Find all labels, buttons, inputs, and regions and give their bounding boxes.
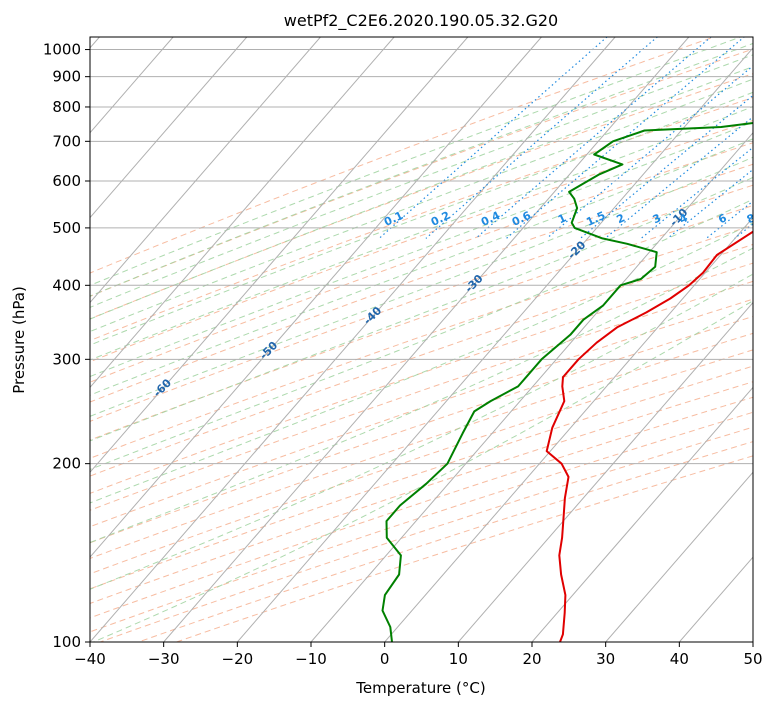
x-tick-label: 50 [743,650,762,668]
isotherm [310,132,753,642]
y-tick-label: 800 [52,98,81,116]
x-axis-ticks: −40 −30 −20 −10 0 10 20 30 40 50 [74,642,763,668]
y-axis-label: Pressure (hPa) [10,286,28,394]
mixing-ratio-label: 10 [764,210,775,228]
x-tick-label: 30 [596,650,615,668]
pressure-gridlines [90,49,753,642]
y-tick-label: 1000 [43,41,81,59]
x-tick-label: 40 [670,650,689,668]
isotherms [90,37,753,642]
isotherm-label: -70 [41,418,64,441]
isotherm [90,37,542,558]
moist-adiabat [90,176,753,442]
dry-adiabat [90,298,753,528]
mixing-ratio-line [757,25,775,238]
isotherm [457,301,753,642]
moist-adiabat [90,37,742,286]
moist-adiabat [90,273,753,590]
x-tick-label: 10 [449,650,468,668]
moist-adiabat [90,222,753,504]
isotherm [90,37,248,219]
x-axis-label: Temperature (°C) [355,679,485,697]
dewpoint-line [381,121,753,642]
isotherm [752,641,753,642]
mixing-ratio-line [580,94,753,239]
isotherm [236,47,753,642]
isotherm [90,37,321,304]
plot-frame [89,36,754,643]
mixing-ratio-lines [378,25,775,239]
mixing-ratio-line [475,37,712,239]
isotherm [163,37,690,642]
plot-area [90,37,753,642]
isotherm [605,471,753,642]
moist-adiabat [90,42,753,297]
dry-adiabat [90,381,753,604]
chart-title: wetPf2_C2E6.2020.190.05.32.G20 [284,11,558,31]
moist-adiabat [90,54,753,308]
dry-adiabat [90,73,753,320]
mixing-ratio-label: 8 [745,211,757,226]
dry-adiabat [90,224,753,459]
dry-adiabat [90,163,753,403]
plot-content: -100-90-80-70-60-50-40-30-20-10010203040… [41,25,775,642]
dry-adiabat [90,48,753,297]
y-tick-label: 100 [52,633,81,651]
mixing-ratio-line [667,168,753,239]
x-tick-label: −40 [74,650,106,668]
isotherm [531,386,753,642]
y-axis-ticks: 100 200 300 400 500 600 700 800 900 1000 [43,41,90,651]
y-tick-label: 500 [52,219,81,237]
y-tick-label: 600 [52,172,81,190]
dry-adiabat [90,262,753,494]
mixing-ratio-line [506,37,746,239]
profile-lines [381,121,753,642]
y-tick-label: 300 [52,350,81,368]
y-tick-label: 900 [52,68,81,86]
x-tick-label: −20 [222,650,254,668]
isotherm [90,37,395,389]
y-tick-label: 400 [52,276,81,294]
isotherm [384,216,753,642]
isotherm [90,37,469,474]
x-tick-label: 0 [380,650,390,668]
moist-adiabat [93,300,753,642]
x-tick-label: 20 [522,650,541,668]
moist-adiabat [90,247,753,544]
x-tick-label: −30 [148,650,180,668]
temperature-line [545,230,753,642]
dry-adiabat [90,365,753,590]
y-tick-label: 200 [52,455,81,473]
y-tick-label: 700 [52,132,81,150]
isotherm [90,37,616,642]
x-tick-label: −10 [295,650,327,668]
dry-adiabat [90,96,753,342]
